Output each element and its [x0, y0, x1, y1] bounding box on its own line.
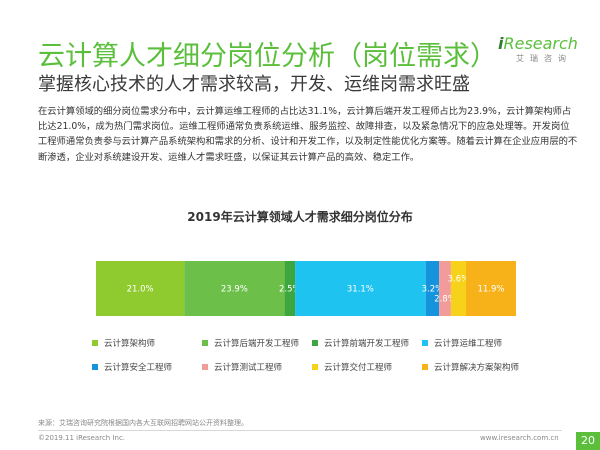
legend-item-delivery: 云计算交付工程师 [312, 361, 392, 373]
data-label-security: 3.2% [422, 285, 444, 295]
legend-swatch [92, 364, 98, 370]
legend-item-testing: 云计算测试工程师 [202, 361, 282, 373]
legend-swatch [422, 340, 428, 346]
iresearch-logo: iResearch 艾瑞咨询 [498, 34, 578, 74]
legend-label: 云计算测试工程师 [214, 363, 283, 373]
page-number: 20 [576, 432, 600, 450]
copyright: ©2019.11 iResearch Inc. [38, 434, 126, 442]
legend-swatch [312, 340, 318, 346]
logo-i: i [498, 34, 504, 53]
data-label-backend-dev: 23.9% [221, 285, 248, 295]
legend-label: 云计算后端开发工程师 [214, 339, 300, 349]
data-label-solution-architect: 11.9% [478, 285, 505, 295]
summary-paragraph: 在云计算领域的细分岗位需求分布中，云计算运维工程师的占比达31.1%，云计算后端… [38, 106, 578, 163]
bar-segment-ops [295, 261, 426, 316]
legend-item-backend-dev: 云计算后端开发工程师 [202, 337, 299, 349]
legend-label: 云计算交付工程师 [324, 363, 393, 373]
data-label-frontend-dev: 2.5% [279, 285, 301, 295]
page-title: 云计算人才细分岗位分析（岗位需求） [38, 41, 497, 72]
legend-label: 云计算前端开发工程师 [324, 339, 410, 349]
bar-segment-architect [96, 261, 185, 316]
legend-swatch [202, 364, 208, 370]
logo-subtitle: 艾瑞咨询 [516, 54, 572, 63]
legend-swatch [312, 364, 318, 370]
legend-item-solution-architect: 云计算解决方案架构师 [422, 361, 519, 373]
legend-label: 云计算解决方案架构师 [434, 363, 520, 373]
legend-swatch [202, 340, 208, 346]
data-label-architect: 21.0% [127, 285, 154, 295]
legend-item-ops: 云计算运维工程师 [422, 337, 502, 349]
bar-segment-frontend-dev [284, 261, 296, 316]
legend-label: 云计算架构师 [104, 339, 156, 349]
logo-research: Research [503, 34, 578, 53]
data-label-testing: 2.8% [434, 295, 456, 305]
stacked-bar-chart: 21.0% 23.9% 2.5% 31.1% 3.2%2.8% 3.6% 11.9% [96, 261, 516, 316]
chart-title: 2019年云计算领域人才需求细分岗位分布 [187, 210, 413, 224]
legend-item-architect: 云计算架构师 [92, 337, 155, 349]
legend-swatch [92, 340, 98, 346]
legend-label: 云计算运维工程师 [434, 339, 503, 349]
bar-segment-security [425, 261, 440, 316]
data-label-ops: 31.1% [347, 285, 374, 295]
logo-wordmark: iResearch [498, 34, 578, 53]
website: www.iresearch.com.cn [480, 434, 559, 442]
bar-segment-testing [439, 261, 451, 316]
bar-segment-backend-dev [184, 261, 285, 316]
legend-item-security: 云计算安全工程师 [92, 361, 172, 373]
footer-divider [38, 430, 562, 431]
legend-item-frontend-dev: 云计算前端开发工程师 [312, 337, 409, 349]
legend-swatch [422, 364, 428, 370]
bar-segment-solution-architect [466, 261, 516, 316]
data-label-delivery: 3.6% [448, 275, 470, 285]
legend-label: 云计算安全工程师 [104, 363, 173, 373]
source-note: 来源：艾瑞咨询研究院根据国内各大互联网招聘网站公开资料整理。 [38, 419, 248, 427]
bar-segment-delivery [450, 261, 467, 316]
page-subtitle: 掌握核心技术的人才需求较高，开发、运维岗需求旺盛 [38, 74, 470, 95]
